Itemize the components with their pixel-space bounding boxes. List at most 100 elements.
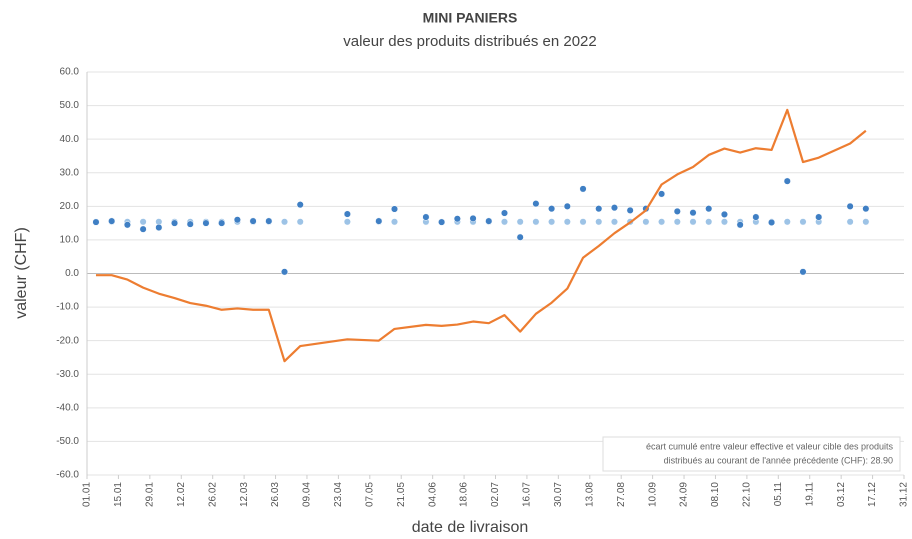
point: [548, 205, 556, 213]
point: [92, 218, 100, 226]
y-tick-label: -50.0: [56, 436, 79, 447]
point: [155, 223, 163, 232]
point: [186, 220, 194, 228]
point: [296, 201, 304, 209]
point: [689, 218, 697, 226]
point: [768, 218, 776, 227]
point: [390, 218, 399, 226]
point: [218, 219, 226, 227]
point: [736, 221, 744, 229]
x-tick-label: 23.04: [333, 482, 344, 507]
point: [689, 209, 697, 217]
point: [799, 268, 807, 276]
x-tick-label: 22.10: [742, 482, 753, 507]
x-tick-label: 12.02: [176, 482, 187, 507]
x-tick-label: 05.11: [773, 482, 784, 507]
point: [548, 218, 556, 226]
point: [516, 233, 524, 241]
point: [343, 218, 351, 226]
x-tick-label: 08.10: [710, 482, 721, 507]
x-tick-label: 19.11: [804, 482, 815, 507]
point: [422, 213, 430, 221]
y-axis-label: valeur (CHF): [13, 227, 30, 319]
y-tick-label: 40.0: [60, 134, 80, 145]
x-tick-label: 01.01: [82, 482, 93, 507]
annotation: écart cumulé entre valeur effective et v…: [646, 441, 893, 451]
point: [485, 217, 493, 225]
point: [658, 190, 666, 198]
x-tick-label: 30.07: [553, 482, 564, 507]
point: [673, 207, 681, 215]
y-tick-label: -20.0: [56, 335, 79, 346]
chart-subtitle: valeur des produits distribués en 2022: [343, 33, 597, 50]
x-tick-label: 09.04: [302, 482, 313, 507]
point: [123, 221, 131, 229]
point: [343, 210, 351, 218]
point: [453, 215, 461, 223]
point: [752, 213, 760, 221]
point: [579, 218, 587, 226]
y-tick-label: 20.0: [60, 201, 80, 212]
x-axis-label: date de livraison: [412, 519, 529, 536]
point: [563, 202, 571, 210]
point: [799, 218, 807, 226]
point: [500, 209, 509, 217]
x-tick-label: 18.06: [459, 482, 470, 507]
point: [296, 218, 304, 226]
point: [705, 205, 713, 213]
point: [642, 218, 650, 226]
y-tick-label: 10.0: [60, 235, 80, 246]
x-tick-label: 13.08: [584, 482, 595, 507]
chart-title: MINI PANIERS: [423, 10, 518, 26]
point: [280, 268, 289, 276]
y-tick-label: -40.0: [56, 402, 79, 413]
point: [846, 218, 854, 226]
point: [532, 200, 540, 208]
x-tick-label: 10.09: [647, 482, 658, 507]
y-tick-label: 50.0: [60, 100, 80, 111]
point: [783, 218, 791, 226]
point: [202, 219, 210, 227]
point: [720, 218, 728, 226]
point: [375, 217, 383, 225]
x-tick-label: 07.05: [364, 482, 375, 507]
point: [438, 218, 446, 226]
point: [720, 210, 728, 218]
point: [233, 216, 241, 224]
x-tick-label: 24.09: [679, 482, 690, 507]
point: [815, 213, 823, 221]
point: [469, 214, 477, 222]
point: [139, 218, 147, 226]
point: [579, 185, 587, 193]
annotation: distribués au courant de l'année précéde…: [664, 455, 893, 465]
y-tick-label: -60.0: [56, 470, 79, 481]
point: [862, 218, 870, 226]
annotation-box: [602, 436, 901, 472]
point: [280, 218, 289, 226]
line: [95, 108, 867, 363]
x-tick-label: 04.06: [427, 482, 438, 507]
point: [390, 205, 399, 213]
point: [846, 202, 854, 210]
x-tick-label: 12.03: [239, 482, 250, 507]
point: [500, 218, 509, 226]
x-tick-label: 16.07: [522, 482, 533, 507]
point: [673, 218, 681, 226]
point: [532, 218, 540, 226]
point: [595, 205, 603, 213]
x-tick-label: 03.12: [836, 482, 847, 507]
x-tick-label: 02.07: [490, 482, 501, 507]
point: [249, 217, 257, 225]
point: [563, 218, 571, 226]
point: [862, 205, 870, 213]
point: [783, 177, 791, 185]
x-tick-label: 31.12: [899, 482, 910, 507]
point: [658, 218, 666, 226]
point: [595, 218, 603, 226]
x-tick-label: 27.08: [616, 482, 627, 507]
y-tick-label: -10.0: [56, 302, 79, 313]
x-tick-label: 21.05: [396, 482, 407, 507]
point: [610, 204, 619, 212]
y-tick-label: -30.0: [56, 369, 79, 380]
